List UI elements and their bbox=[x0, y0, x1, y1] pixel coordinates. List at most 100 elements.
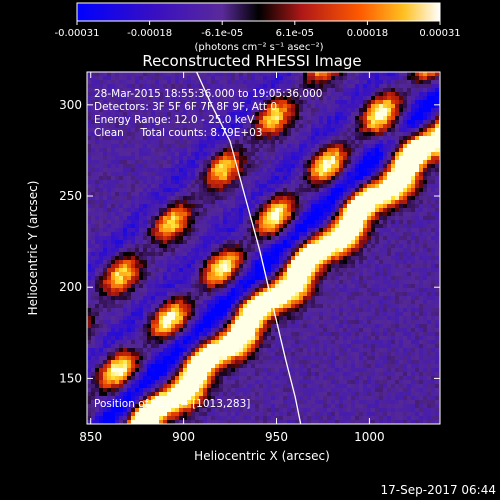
heatmap-cell bbox=[295, 232, 300, 237]
heatmap-cell bbox=[87, 240, 92, 245]
heatmap-cell bbox=[159, 228, 164, 233]
heatmap-cell bbox=[291, 224, 296, 229]
heatmap-cell bbox=[187, 256, 192, 261]
heatmap-cell bbox=[215, 308, 220, 313]
heatmap-cell bbox=[303, 184, 308, 189]
heatmap-cell bbox=[195, 120, 200, 125]
heatmap-cell bbox=[95, 356, 100, 361]
heatmap-cell bbox=[243, 148, 248, 153]
heatmap-cell bbox=[203, 320, 208, 325]
heatmap-cell bbox=[307, 420, 312, 424]
heatmap-cell bbox=[135, 400, 140, 405]
heatmap-cell bbox=[167, 356, 172, 361]
heatmap-cell bbox=[159, 332, 164, 337]
heatmap-cell bbox=[159, 156, 164, 161]
heatmap-cell bbox=[127, 220, 132, 225]
heatmap-cell bbox=[283, 416, 288, 421]
heatmap-cell bbox=[231, 328, 236, 333]
heatmap-cell bbox=[171, 380, 176, 385]
heatmap-cell bbox=[187, 184, 192, 189]
heatmap-cell bbox=[91, 312, 96, 317]
heatmap-cell bbox=[271, 336, 276, 341]
heatmap-cell bbox=[115, 348, 120, 353]
heatmap-cell bbox=[123, 340, 128, 345]
heatmap-cell bbox=[275, 188, 280, 193]
heatmap-cell bbox=[123, 196, 128, 201]
heatmap-cell bbox=[283, 172, 288, 177]
heatmap-cell bbox=[151, 88, 156, 93]
heatmap-cell bbox=[287, 340, 292, 345]
heatmap-cell bbox=[247, 80, 252, 85]
heatmap-cell bbox=[247, 416, 252, 421]
heatmap-cell bbox=[211, 344, 216, 349]
heatmap-cell bbox=[195, 344, 200, 349]
heatmap-cell bbox=[203, 188, 208, 193]
heatmap-cell bbox=[247, 384, 252, 389]
heatmap-cell bbox=[291, 412, 296, 417]
heatmap-cell bbox=[95, 412, 100, 417]
heatmap-cell bbox=[87, 164, 92, 169]
heatmap-cell bbox=[239, 336, 244, 341]
heatmap-cell bbox=[243, 120, 248, 125]
heatmap-cell bbox=[255, 256, 260, 261]
heatmap-cell bbox=[267, 232, 272, 237]
heatmap-cell bbox=[287, 216, 292, 221]
heatmap-cell bbox=[179, 336, 184, 341]
heatmap-cell bbox=[111, 152, 116, 157]
heatmap-cell bbox=[235, 216, 240, 221]
heatmap-cell bbox=[295, 80, 300, 85]
heatmap-cell bbox=[263, 284, 268, 289]
heatmap-cell bbox=[243, 364, 248, 369]
heatmap-cell bbox=[183, 348, 188, 353]
heatmap-cell bbox=[263, 216, 268, 221]
heatmap-cell bbox=[187, 116, 192, 121]
heatmap-cell bbox=[243, 396, 248, 401]
heatmap-cell bbox=[223, 156, 228, 161]
heatmap-cell bbox=[255, 284, 260, 289]
heatmap-cell bbox=[135, 168, 140, 173]
heatmap-cell bbox=[255, 400, 260, 405]
heatmap-cell bbox=[255, 160, 260, 165]
heatmap-cell bbox=[211, 304, 216, 309]
heatmap-cell bbox=[147, 340, 152, 345]
heatmap-cell bbox=[147, 356, 152, 361]
heatmap-cell bbox=[155, 152, 160, 157]
heatmap-cell bbox=[103, 252, 108, 257]
heatmap-cell bbox=[155, 264, 160, 269]
heatmap-cell bbox=[119, 88, 124, 93]
heatmap-cell bbox=[111, 84, 116, 89]
heatmap-cell bbox=[271, 340, 276, 345]
heatmap-cell bbox=[179, 128, 184, 133]
heatmap-cell bbox=[187, 392, 192, 397]
heatmap-cell bbox=[183, 336, 188, 341]
heatmap-cell bbox=[179, 272, 184, 277]
heatmap-cell bbox=[143, 108, 148, 113]
heatmap-cell bbox=[251, 268, 256, 273]
heatmap-cell bbox=[151, 96, 156, 101]
heatmap-cell bbox=[135, 76, 140, 81]
heatmap-cell bbox=[163, 316, 168, 321]
heatmap-cell bbox=[283, 176, 288, 181]
heatmap-cell bbox=[175, 420, 180, 424]
heatmap-cell bbox=[215, 156, 220, 161]
heatmap-cell bbox=[179, 284, 184, 289]
heatmap-cell bbox=[239, 356, 244, 361]
heatmap-cell bbox=[91, 320, 96, 325]
heatmap-cell bbox=[199, 208, 204, 213]
heatmap-cell bbox=[119, 92, 124, 97]
heatmap-cell bbox=[99, 376, 104, 381]
heatmap-cell bbox=[283, 244, 288, 249]
heatmap-cell bbox=[187, 316, 192, 321]
heatmap-cell bbox=[211, 204, 216, 209]
heatmap-cell bbox=[263, 296, 268, 301]
heatmap-cell bbox=[311, 124, 316, 129]
heatmap-cell bbox=[255, 356, 260, 361]
heatmap-cell bbox=[123, 176, 128, 181]
heatmap-cell bbox=[163, 108, 168, 113]
heatmap-cell bbox=[159, 380, 164, 385]
heatmap-cell bbox=[247, 140, 252, 145]
heatmap-cell bbox=[251, 124, 256, 129]
heatmap-cell bbox=[139, 248, 144, 253]
heatmap-cell bbox=[171, 348, 176, 353]
heatmap-cell bbox=[231, 212, 236, 217]
